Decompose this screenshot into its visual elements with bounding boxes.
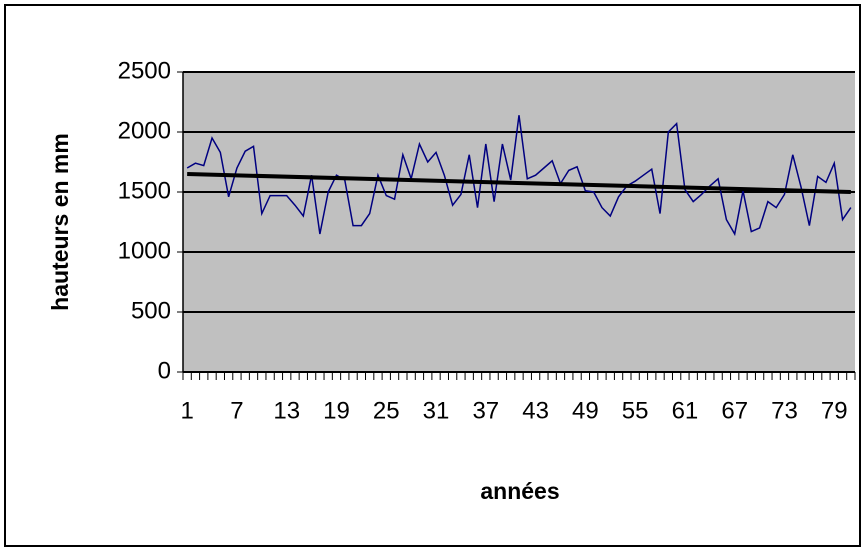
x-axis-title: années: [480, 478, 559, 504]
x-tick-label: 55: [622, 397, 649, 424]
y-axis-title: hauteurs en mm: [47, 133, 73, 311]
x-tick-label: 67: [721, 397, 748, 424]
x-tick-label: 1: [180, 397, 193, 424]
y-tick-label: 2500: [118, 57, 171, 84]
data-line: [186, 115, 852, 237]
y-tick-label: 1500: [118, 177, 171, 204]
x-tick-label: 43: [522, 397, 549, 424]
y-tick-label: 1000: [118, 237, 171, 264]
x-tick-label: 25: [373, 397, 400, 424]
x-tick-label: 31: [423, 397, 450, 424]
x-tick-label: 7: [230, 397, 243, 424]
y-tick-label: 2000: [118, 117, 171, 144]
x-tick-label: 37: [472, 397, 499, 424]
x-tick-label: 79: [821, 397, 848, 424]
trend-line: [187, 172, 851, 194]
y-tick-label: 500: [131, 297, 171, 324]
x-tick-label: 73: [771, 397, 798, 424]
x-tick-label: 49: [572, 397, 599, 424]
x-tick-label: 13: [273, 397, 300, 424]
x-tick-label: 61: [672, 397, 699, 424]
y-tick-label: 0: [158, 357, 171, 384]
x-tick-label: 19: [323, 397, 350, 424]
plot-area: [183, 72, 855, 372]
